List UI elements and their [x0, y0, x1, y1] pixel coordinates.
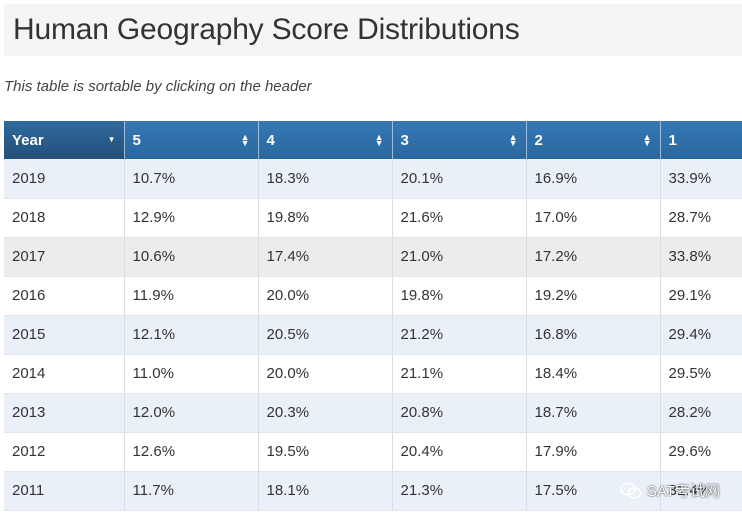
- table-row: 2016 11.9% 20.0% 19.8% 19.2% 29.1%: [4, 276, 742, 316]
- cell-score-5: 11.7%: [124, 471, 259, 511]
- cell-score-2: 16.8%: [526, 315, 661, 355]
- cell-score-2: 16.9%: [526, 159, 661, 199]
- cell-score-1: 29.6%: [660, 432, 742, 472]
- cell-score-3: 21.6%: [392, 198, 527, 238]
- cell-score-1: 29.1%: [660, 276, 742, 316]
- header-label: 1: [668, 131, 677, 149]
- header-label: 2: [534, 131, 543, 149]
- cell-score-1: 28.7%: [660, 198, 742, 238]
- cell-score-3: 21.2%: [392, 315, 527, 355]
- sortable-note: This table is sortable by clicking on th…: [4, 78, 312, 95]
- cell-score-2: 19.2%: [526, 276, 661, 316]
- header-score-2[interactable]: 2 ▲ ▼: [526, 121, 661, 159]
- cell-score-1: 33.8%: [660, 237, 742, 277]
- header-label: 3: [400, 131, 409, 149]
- table-row: 2012 12.6% 19.5% 20.4% 17.9% 29.6%: [4, 432, 742, 472]
- cell-score-4: 17.4%: [258, 237, 393, 277]
- table-row: 2015 12.1% 20.5% 21.2% 16.8% 29.4%: [4, 315, 742, 355]
- cell-score-2: 17.0%: [526, 198, 661, 238]
- cell-score-4: 19.8%: [258, 198, 393, 238]
- table-row: 2013 12.0% 20.3% 20.8% 18.7% 28.2%: [4, 393, 742, 433]
- cell-year: 2017: [4, 237, 125, 277]
- cell-year: 2019: [4, 159, 125, 199]
- header-score-3[interactable]: 3 ▲ ▼: [392, 121, 527, 159]
- cell-score-1: 31.4%: [660, 471, 742, 511]
- sort-both-icon: ▲ ▼: [642, 132, 652, 148]
- cell-score-1: 29.5%: [660, 354, 742, 394]
- sort-both-icon: ▲ ▼: [240, 132, 250, 148]
- cell-score-2: 18.7%: [526, 393, 661, 433]
- cell-score-4: 19.5%: [258, 432, 393, 472]
- header-score-1[interactable]: 1: [660, 121, 742, 159]
- cell-score-5: 12.0%: [124, 393, 259, 433]
- cell-score-4: 18.1%: [258, 471, 393, 511]
- cell-score-1: 29.4%: [660, 315, 742, 355]
- title-bar: Human Geography Score Distributions: [4, 4, 742, 56]
- sort-both-icon: ▲ ▼: [508, 132, 518, 148]
- cell-year: 2016: [4, 276, 125, 316]
- cell-score-4: 18.3%: [258, 159, 393, 199]
- cell-year: 2013: [4, 393, 125, 433]
- header-score-4[interactable]: 4 ▲ ▼: [258, 121, 393, 159]
- cell-score-2: 17.2%: [526, 237, 661, 277]
- header-score-5[interactable]: 5 ▲ ▼: [124, 121, 259, 159]
- cell-score-3: 21.0%: [392, 237, 527, 277]
- cell-score-4: 20.0%: [258, 276, 393, 316]
- cell-score-3: 21.3%: [392, 471, 527, 511]
- cell-score-2: 18.4%: [526, 354, 661, 394]
- cell-year: 2011: [4, 471, 125, 511]
- table-header-row: Year ▼ 5 ▲ ▼ 4 ▲ ▼ 3 ▲ ▼ 2 ▲ ▼ 1: [4, 121, 742, 159]
- cell-score-4: 20.3%: [258, 393, 393, 433]
- sort-descending-icon: ▼: [107, 135, 116, 144]
- cell-score-2: 17.9%: [526, 432, 661, 472]
- cell-score-5: 12.6%: [124, 432, 259, 472]
- cell-score-5: 12.1%: [124, 315, 259, 355]
- cell-score-4: 20.5%: [258, 315, 393, 355]
- cell-score-5: 11.9%: [124, 276, 259, 316]
- table-row: 2011 11.7% 18.1% 21.3% 17.5% 31.4%: [4, 471, 742, 511]
- cell-score-3: 20.4%: [392, 432, 527, 472]
- sort-both-icon: ▲ ▼: [374, 132, 384, 148]
- table-row: 2018 12.9% 19.8% 21.6% 17.0% 28.7%: [4, 198, 742, 238]
- cell-score-1: 33.9%: [660, 159, 742, 199]
- cell-score-3: 21.1%: [392, 354, 527, 394]
- cell-score-4: 20.0%: [258, 354, 393, 394]
- cell-score-5: 10.6%: [124, 237, 259, 277]
- header-label: 5: [132, 131, 141, 149]
- cell-year: 2018: [4, 198, 125, 238]
- cell-score-5: 11.0%: [124, 354, 259, 394]
- cell-score-3: 20.1%: [392, 159, 527, 199]
- cell-score-3: 19.8%: [392, 276, 527, 316]
- cell-score-1: 28.2%: [660, 393, 742, 433]
- cell-score-5: 12.9%: [124, 198, 259, 238]
- cell-year: 2015: [4, 315, 125, 355]
- header-label: 4: [266, 131, 275, 149]
- page-title: Human Geography Score Distributions: [13, 13, 520, 46]
- table-row: 2017 10.6% 17.4% 21.0% 17.2% 33.8%: [4, 237, 742, 277]
- header-label: Year: [12, 131, 44, 149]
- table-row: 2019 10.7% 18.3% 20.1% 16.9% 33.9%: [4, 159, 742, 199]
- header-year[interactable]: Year ▼: [4, 121, 125, 159]
- cell-score-2: 17.5%: [526, 471, 661, 511]
- score-distribution-table: Year ▼ 5 ▲ ▼ 4 ▲ ▼ 3 ▲ ▼ 2 ▲ ▼ 1: [4, 121, 742, 511]
- cell-score-3: 20.8%: [392, 393, 527, 433]
- cell-score-5: 10.7%: [124, 159, 259, 199]
- cell-year: 2012: [4, 432, 125, 472]
- cell-year: 2014: [4, 354, 125, 394]
- table-row: 2014 11.0% 20.0% 21.1% 18.4% 29.5%: [4, 354, 742, 394]
